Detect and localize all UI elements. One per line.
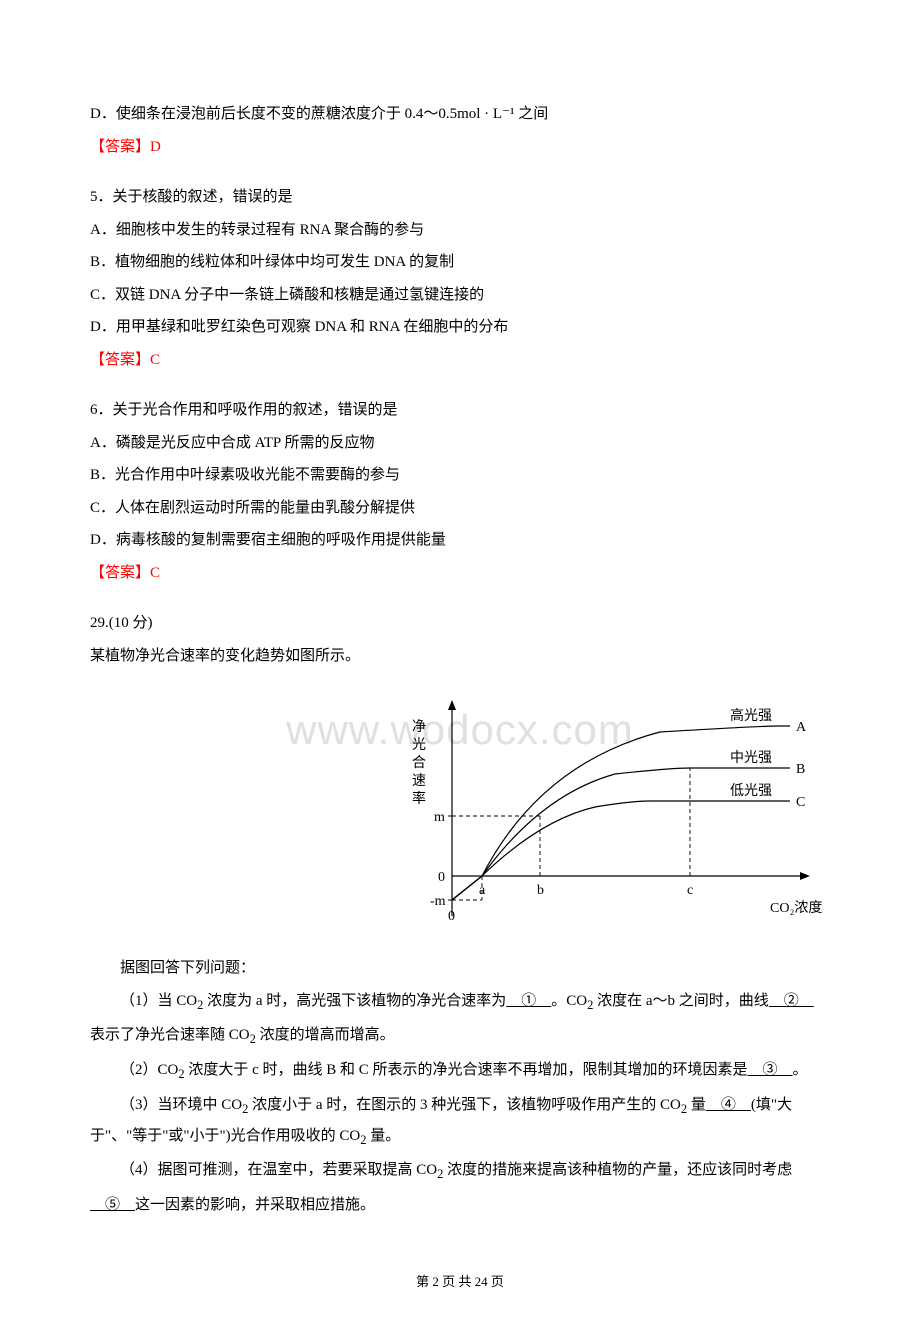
q6-stem: 6．关于光合作用和呼吸作用的叙述，错误的是: [90, 396, 830, 425]
svg-text:b: b: [537, 883, 544, 898]
svg-text:中光强: 中光强: [730, 750, 772, 766]
svg-text:率: 率: [412, 790, 426, 807]
answer-label: 【答案】: [90, 139, 150, 155]
q29-header: 29.(10 分): [90, 609, 830, 638]
answer-value: C: [150, 565, 160, 581]
q29-p1: （1）当 CO2 浓度为 a 时，高光强下该植物的净光合速率为 ① 。CO2 浓…: [90, 987, 830, 1018]
blank-3: ③: [748, 1062, 793, 1078]
svg-text:A: A: [796, 720, 807, 735]
q29-p4: （4）据图可推测，在温室中，若要采取提高 CO2 浓度的措施来提高该种植物的产量…: [90, 1156, 830, 1187]
svg-text:a: a: [479, 883, 486, 898]
q29-below: 据图回答下列问题：: [90, 954, 830, 983]
q29-stem: 某植物净光合速率的变化趋势如图所示。: [90, 642, 830, 671]
question-29: 29.(10 分) 某植物净光合速率的变化趋势如图所示。 净光合速率m0-m0a…: [90, 609, 830, 1220]
blank-4: ④: [706, 1097, 751, 1113]
q6-option-d: D．病毒核酸的复制需要宿主细胞的呼吸作用提供能量: [90, 526, 830, 555]
answer-value: D: [150, 139, 161, 155]
question-5: 5．关于核酸的叙述，错误的是 A．细胞核中发生的转录过程有 RNA 聚合酶的参与…: [90, 183, 830, 374]
blank-2: ②: [769, 993, 814, 1009]
svg-text:合: 合: [412, 755, 426, 771]
q5-option-c: C．双链 DNA 分子中一条链上磷酸和核糖是通过氢键连接的: [90, 281, 830, 310]
svg-text:m: m: [434, 810, 445, 825]
q5-answer: 【答案】C: [90, 346, 830, 375]
svg-text:低光强: 低光强: [730, 783, 772, 799]
svg-text:C: C: [796, 795, 805, 810]
net-photosynthesis-chart: 净光合速率m0-m0abc高光强A中光强B低光强CCO₂浓度: [390, 676, 830, 936]
svg-text:0: 0: [438, 870, 445, 885]
svg-text:速: 速: [412, 773, 426, 789]
q29-p4-cont: ⑤ 这一因素的影响，并采取相应措施。: [90, 1191, 830, 1220]
page-footer: 第 2 页 共 24 页: [90, 1270, 830, 1295]
q5-option-a: A．细胞核中发生的转录过程有 RNA 聚合酶的参与: [90, 216, 830, 245]
svg-text:光: 光: [412, 737, 426, 753]
q6-option-b: B．光合作用中叶绿素吸收光能不需要酶的参与: [90, 461, 830, 490]
question-4-tail: D．使细条在浸泡前后长度不变的蔗糖浓度介于 0.4～0.5mol · L⁻¹ 之…: [90, 100, 830, 161]
q6-option-a: A．磷酸是光反应中合成 ATP 所需的反应物: [90, 429, 830, 458]
q5-option-d: D．用甲基绿和吡罗红染色可观察 DNA 和 RNA 在细胞中的分布: [90, 313, 830, 342]
q6-answer: 【答案】C: [90, 559, 830, 588]
svg-text:c: c: [687, 883, 693, 898]
answer-label: 【答案】: [90, 565, 150, 581]
svg-text:-m: -m: [430, 894, 446, 909]
answer-value: C: [150, 352, 160, 368]
q4-answer: 【答案】D: [90, 133, 830, 162]
q29-p3: （3）当环境中 CO2 浓度小于 a 时，在图示的 3 种光强下，该植物呼吸作用…: [90, 1091, 830, 1153]
svg-text:净: 净: [412, 719, 426, 735]
svg-text:B: B: [796, 762, 805, 777]
q6-option-c: C．人体在剧烈运动时所需的能量由乳酸分解提供: [90, 494, 830, 523]
q29-chart: 净光合速率m0-m0abc高光强A中光强B低光强CCO₂浓度: [90, 676, 830, 936]
q5-option-b: B．植物细胞的线粒体和叶绿体中均可发生 DNA 的复制: [90, 248, 830, 277]
blank-5: ⑤: [90, 1197, 135, 1213]
svg-text:0: 0: [448, 909, 455, 924]
svg-text:CO₂浓度: CO₂浓度: [770, 900, 822, 916]
q29-p2: （2）CO2 浓度大于 c 时，曲线 B 和 C 所表示的净光合速率不再增加，限…: [90, 1056, 830, 1087]
q29-p1-cont: 表示了净光合速率随 CO2 浓度的增高而增高。: [90, 1021, 830, 1052]
answer-label: 【答案】: [90, 352, 150, 368]
question-6: 6．关于光合作用和呼吸作用的叙述，错误的是 A．磷酸是光反应中合成 ATP 所需…: [90, 396, 830, 587]
q5-stem: 5．关于核酸的叙述，错误的是: [90, 183, 830, 212]
svg-text:高光强: 高光强: [730, 707, 772, 724]
q4-option-d: D．使细条在浸泡前后长度不变的蔗糖浓度介于 0.4～0.5mol · L⁻¹ 之…: [90, 100, 830, 129]
blank-1: ①: [506, 993, 551, 1009]
